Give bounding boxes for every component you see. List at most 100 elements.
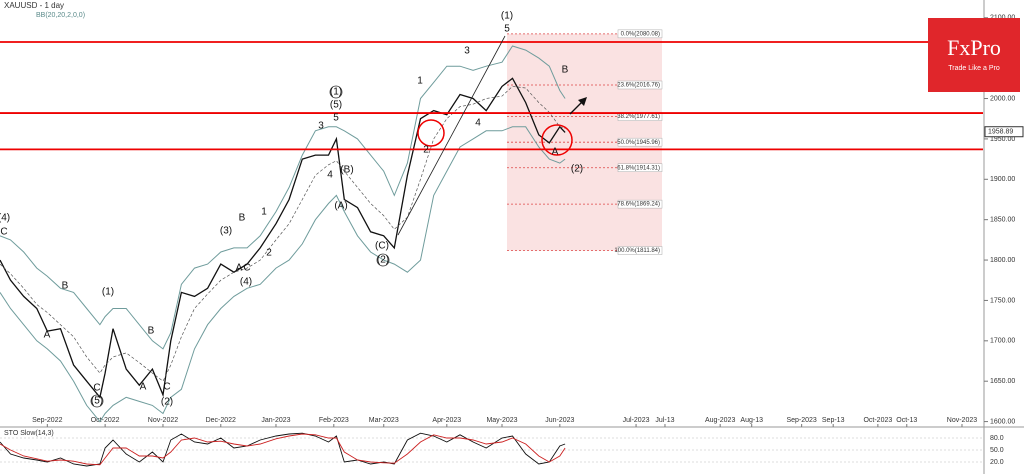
y-tick-label: 2000.00: [990, 95, 1015, 102]
wave-label: 5: [333, 113, 339, 124]
x-tick-label: Jan-2023: [261, 417, 290, 424]
wave-label: (1): [501, 11, 513, 22]
wave-label: 2: [266, 248, 272, 259]
trend-line: [397, 35, 506, 236]
wave-label: B: [148, 326, 155, 337]
x-tick-label: Dec-2022: [206, 417, 236, 424]
x-tick-label: Sep-13: [822, 417, 845, 424]
wave-label: (5): [91, 396, 103, 407]
fib-label-box: [617, 246, 663, 255]
x-tick-label: Oct-13: [896, 417, 917, 424]
wave-label: (B): [340, 165, 353, 176]
x-tick-label: Feb-2023: [319, 417, 349, 424]
series-line: [0, 126, 566, 423]
osc-tick-label: 80.0: [990, 435, 1004, 442]
wave-circle: [329, 85, 343, 99]
wave-label: 4: [327, 170, 333, 181]
wave-label: C: [0, 227, 7, 238]
fib-label: 38.2%(1977.61): [617, 114, 660, 120]
wave-label: 4: [475, 118, 481, 129]
wave-label: (A): [334, 201, 347, 212]
highlight-circle: [417, 119, 445, 147]
fib-label-box: [617, 137, 663, 147]
x-tick-label: Jul-2023: [623, 417, 650, 424]
osc-tick-label: 50.0: [990, 447, 1004, 454]
wave-circle: [376, 253, 390, 267]
x-tick-label: Sep-2022: [32, 417, 62, 424]
fib-label: 0.0%(2080.08): [621, 31, 660, 37]
wave-circle: [90, 394, 104, 408]
wave-label: (2): [161, 397, 173, 408]
y-tick-label: 1900.00: [990, 176, 1015, 183]
arrow-head: [578, 97, 587, 106]
wave-label: (5): [330, 100, 342, 111]
wave-label: B: [62, 281, 69, 292]
x-tick-label: May-2023: [486, 417, 517, 424]
logo: FxPro: [947, 35, 1001, 60]
wave-label: 3: [464, 46, 470, 57]
x-tick-label: Oct-2023: [863, 417, 892, 424]
highlight-circle: [541, 124, 573, 156]
x-tick-label: Mar-2023: [369, 417, 399, 424]
y-tick-label: 1650.00: [990, 378, 1015, 385]
series-line: [0, 77, 566, 399]
wave-label: C: [243, 263, 250, 274]
x-tick-label: Oct-2022: [91, 417, 120, 424]
fib-label: 78.6%(1869.24): [617, 202, 660, 208]
fib-label-box: [617, 29, 663, 39]
wave-label: (4): [0, 213, 10, 224]
wave-label: (2): [571, 164, 583, 175]
y-tick-label: 1850.00: [990, 217, 1015, 224]
series-line: [0, 45, 566, 350]
x-tick-label: Aug-2023: [705, 417, 735, 424]
series-line: [0, 433, 566, 466]
wave-label: C: [163, 382, 170, 393]
wave-label: A: [236, 263, 243, 274]
wave-label: C: [93, 383, 100, 394]
x-tick-label: Apr-2023: [432, 417, 461, 424]
price-box: [984, 126, 1024, 138]
wave-label: 1: [261, 207, 267, 218]
wave-label: (3): [220, 226, 232, 237]
series-line: [0, 86, 566, 382]
x-tick-label: Nov-2022: [148, 417, 178, 424]
x-tick-label: Sep-2023: [786, 417, 816, 424]
fib-label-box: [617, 163, 663, 172]
logo-box: [928, 18, 1020, 92]
x-tick-label: Jun-2023: [545, 417, 574, 424]
wave-label: 2: [423, 145, 429, 156]
y-tick-label: 1700.00: [990, 338, 1015, 345]
fib-label: 50.0%(1945.96): [617, 140, 660, 146]
wave-label: 1: [417, 76, 423, 87]
fib-label-box: [617, 199, 663, 209]
fib-label: 23.6%(2016.76): [617, 83, 660, 89]
wave-label: A: [140, 382, 147, 393]
tagline: Trade Like a Pro: [948, 65, 1000, 72]
price-label: 1958.89: [988, 129, 1013, 136]
chart-title: XAUUSD - 1 day: [4, 1, 64, 10]
wave-label: 3: [318, 121, 324, 132]
x-tick-label: Jul-13: [655, 417, 674, 424]
y-tick-label: 1750.00: [990, 297, 1015, 304]
osc-tick-label: 20.0: [990, 459, 1004, 466]
fib-label: 100.0%(1811.84): [614, 248, 660, 254]
wave-label: A: [552, 147, 559, 158]
fib-label-box: [617, 80, 663, 90]
y-tick-label: 1950.00: [990, 136, 1015, 143]
wave-label: (4): [240, 277, 252, 288]
oscillator-title: STO Slow(14,3): [4, 430, 54, 437]
y-tick-label: 1800.00: [990, 257, 1015, 264]
wave-label: 5: [504, 24, 510, 35]
indicator-label: BB(20,20,2,0,0): [36, 12, 85, 19]
x-tick-label: Nov-2023: [947, 417, 977, 424]
wave-label: (1): [102, 287, 114, 298]
x-tick-label: Aug-13: [740, 417, 763, 424]
wave-label: B: [239, 213, 246, 224]
wave-label: (C): [375, 241, 389, 252]
wave-label: (2): [377, 255, 389, 266]
wave-label: A: [44, 330, 51, 341]
wave-label: (1): [330, 87, 342, 98]
fib-label: 61.8%(1914.31): [617, 165, 660, 171]
y-tick-label: 1600.00: [990, 418, 1015, 425]
